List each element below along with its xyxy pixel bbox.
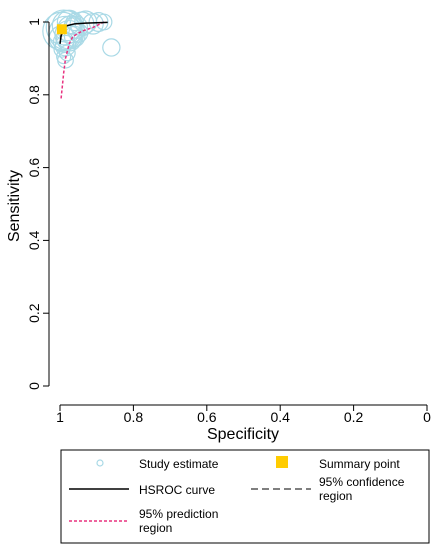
x-tick-label: 1	[56, 409, 64, 425]
legend: Study estimate Summary point HSROC curve 95…	[60, 449, 430, 544]
study-estimate-point	[57, 51, 74, 69]
y-tick-label: 0.6	[26, 158, 42, 178]
x-tick-label: 0.8	[124, 409, 144, 425]
study-estimate-point	[88, 12, 109, 32]
legend-summary-label: Summary point	[319, 457, 400, 471]
legend-study-label: Study estimate	[139, 457, 219, 471]
x-tick-label: 0.6	[197, 409, 217, 425]
study-estimate-point	[65, 12, 84, 32]
legend-hsroc-label: HSROC curve	[139, 483, 215, 497]
y-tick-label: 1	[26, 18, 42, 26]
y-tick-label: 0.4	[26, 230, 42, 250]
study-estimate-point	[102, 38, 121, 57]
legend-study-symbol	[96, 459, 104, 467]
legend-prediction-label-line2: region	[139, 521, 172, 535]
legend-box	[60, 449, 430, 544]
plot-area	[42, 9, 121, 99]
y-tick-label: 0.2	[26, 303, 42, 323]
legend-confidence-label-line1: 95% confidence	[319, 475, 405, 489]
x-tick-label: 0.2	[344, 409, 364, 425]
study-estimate-point	[58, 44, 76, 62]
legend-prediction-label-line1: 95% prediction	[139, 507, 218, 521]
legend-summary-symbol	[276, 456, 288, 468]
study-estimate-point	[53, 40, 71, 58]
hsroc-curve-line	[59, 21, 108, 44]
y-tick-label: 0	[26, 382, 42, 390]
legend-confidence-label-line2: region	[319, 489, 352, 503]
x-tick-label: 0.4	[270, 409, 290, 425]
study-estimate-point	[63, 25, 86, 48]
axes: 0 0.2 0.4 0.6 0.8 1 1 0.8 0.6 0.4 0.2 0	[26, 18, 431, 425]
x-axis-title: Specificity	[207, 426, 279, 443]
y-tick-label: 0.8	[26, 85, 42, 105]
x-tick-label: 0	[423, 409, 431, 425]
summary-point-marker	[56, 24, 67, 35]
y-axis-title: Sensitivity	[6, 170, 23, 242]
